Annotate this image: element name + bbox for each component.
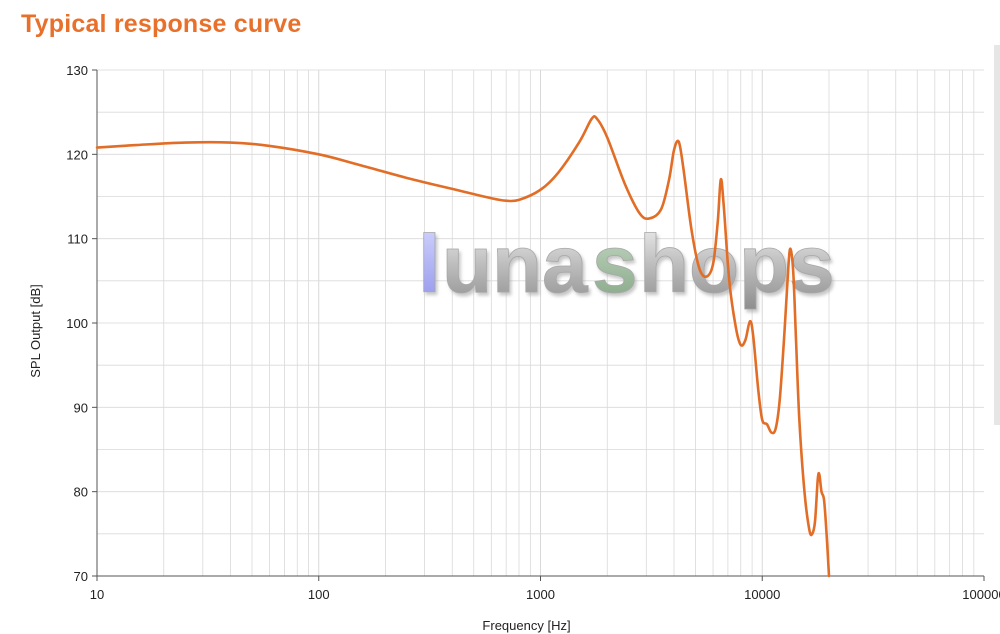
watermark-letter: s bbox=[592, 219, 638, 310]
x-tick-label: 100 bbox=[308, 587, 330, 602]
y-tick-label: 130 bbox=[66, 63, 88, 78]
watermark-letter: s bbox=[789, 219, 835, 310]
watermark-letter: p bbox=[739, 219, 789, 310]
y-tick-label: 90 bbox=[74, 400, 88, 415]
x-tick-label: 10000 bbox=[744, 587, 780, 602]
scrollbar-track[interactable] bbox=[994, 45, 1000, 425]
response-curve bbox=[95, 115, 831, 578]
grid-lines bbox=[96, 69, 984, 577]
y-tick-label: 120 bbox=[66, 147, 88, 162]
watermark-letter: a bbox=[542, 219, 589, 310]
watermark-letter: h bbox=[639, 219, 689, 310]
axis-labels: 70 80 90 100 110 120 130 10 100 1000 10000 100000 Fr… bbox=[28, 63, 1000, 633]
x-tick-label: 10 bbox=[90, 587, 104, 602]
axes bbox=[92, 69, 985, 581]
x-tick-label: 1000 bbox=[526, 587, 555, 602]
watermark-letter: l bbox=[418, 219, 441, 310]
watermark-letter: u bbox=[442, 219, 492, 310]
y-tick-label: 80 bbox=[74, 485, 88, 500]
x-axis-title: Frequency [Hz] bbox=[482, 618, 570, 633]
x-tick-label: 100000 bbox=[962, 587, 1000, 602]
y-tick-label: 70 bbox=[74, 569, 88, 584]
y-tick-label: 110 bbox=[67, 232, 88, 247]
y-axis-title: SPL Output [dB] bbox=[28, 284, 43, 377]
spl-curve-line bbox=[95, 115, 831, 578]
y-tick-label: 100 bbox=[66, 316, 88, 331]
watermark-letter: n bbox=[492, 219, 542, 310]
chart-title: Typical response curve bbox=[21, 10, 302, 38]
